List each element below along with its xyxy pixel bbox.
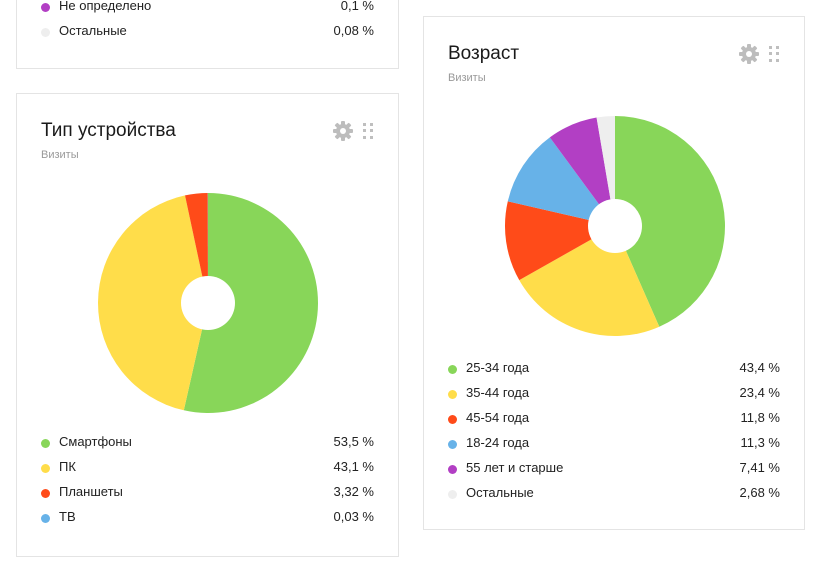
card-tools (739, 44, 779, 64)
legend-dot (448, 490, 457, 499)
legend-label: 55 лет и старше (466, 460, 564, 475)
legend-item: Не определено 0,1 % (41, 0, 374, 23)
legend-dot (41, 3, 50, 12)
age-legend: 25-34 года 43,4 % 35-44 года 23,4 % 45-54 го… (448, 360, 780, 510)
legend-item[interactable]: Планшеты 3,32 % (41, 484, 374, 509)
pie-slice[interactable] (97, 195, 208, 411)
legend-item[interactable]: Остальные 2,68 % (448, 485, 780, 510)
legend-dot (41, 514, 50, 523)
legend-label: 18-24 года (466, 435, 530, 450)
pie-slice[interactable] (507, 137, 615, 226)
gear-icon[interactable] (333, 121, 353, 141)
legend-value: 43,1 % (333, 459, 374, 474)
pie-slice[interactable] (596, 116, 615, 226)
legend-dot (41, 489, 50, 498)
legend-item: Остальные 0,08 % (41, 23, 374, 48)
device-legend: Смартфоны 53,5 % ПК 43,1 % Планшеты 3,32 % ТВ 0… (41, 434, 374, 534)
legend-item[interactable]: 55 лет и старше 7,41 % (448, 460, 780, 485)
legend-dot (41, 439, 50, 448)
legend-item[interactable]: Смартфоны 53,5 % (41, 434, 374, 459)
gear-icon[interactable] (739, 44, 759, 64)
legend-value: 11,3 % (740, 435, 780, 450)
card-subtitle: Визиты (448, 72, 486, 84)
legend-value: 53,5 % (333, 434, 374, 449)
legend-item[interactable]: 25-34 года 43,4 % (448, 360, 780, 385)
pie-slice[interactable] (519, 226, 660, 336)
legend-label: 45-54 года (466, 410, 530, 425)
legend-label: 35-44 года (466, 385, 530, 400)
legend-dot (41, 464, 50, 473)
legend-value: 11,8 % (740, 410, 780, 425)
pie-slice[interactable] (185, 193, 208, 303)
legend-label: 25-34 года (466, 360, 530, 375)
legend-item[interactable]: ПК 43,1 % (41, 459, 374, 484)
legend-value: 43,4 % (739, 360, 780, 375)
pie-center-hole (588, 199, 642, 253)
card-top-partial: Не определено 0,1 % Остальные 0,08 % (16, 0, 399, 69)
pie-slice[interactable] (505, 201, 615, 281)
legend-value: 23,4 % (739, 385, 780, 400)
legend-label: Не определено (59, 0, 152, 13)
pie-slice[interactable] (615, 116, 725, 327)
pie-slice[interactable] (549, 117, 615, 226)
device-pie-chart (97, 193, 318, 413)
legend-label: Остальные (466, 485, 534, 500)
pie-slice[interactable] (183, 193, 318, 413)
legend-value: 2,68 % (739, 485, 780, 500)
card-tools (333, 121, 373, 141)
drag-handle-icon[interactable] (769, 46, 779, 62)
legend-dot (41, 28, 50, 37)
legend-item[interactable]: ТВ 0,03 % (41, 509, 374, 534)
card-title: Тип устройства (41, 120, 176, 141)
legend-dot (448, 365, 457, 374)
legend-value: 0,1 % (340, 0, 374, 13)
legend-label: Остальные (59, 23, 127, 38)
legend-dot (448, 415, 457, 424)
legend-dot (448, 465, 457, 474)
legend-value: 0,03 % (333, 509, 374, 524)
drag-handle-icon[interactable] (363, 123, 373, 139)
legend-dot (448, 390, 457, 399)
card-title: Возраст (448, 43, 520, 64)
pie-center-hole (181, 276, 235, 330)
legend-label: ПК (59, 459, 76, 474)
legend-value: 3,32 % (333, 484, 374, 499)
card-subtitle: Визиты (41, 149, 79, 161)
legend-value: 7,41 % (739, 460, 780, 475)
legend-label: Планшеты (59, 484, 123, 499)
legend-label: ТВ (59, 509, 76, 524)
legend-dot (448, 440, 457, 449)
top-legend: Не определено 0,1 % Остальные 0,08 % (41, 0, 374, 48)
age-pie-chart (505, 116, 725, 336)
legend-item[interactable]: 45-54 года 11,8 % (448, 410, 780, 435)
legend-value: 0,08 % (333, 23, 374, 38)
legend-label: Смартфоны (59, 434, 132, 449)
legend-item[interactable]: 18-24 года 11,3 % (448, 435, 780, 460)
card-age: Возраст Визиты 25-34 года 43,4 % 35-44 год… (423, 16, 805, 530)
legend-item[interactable]: 35-44 года 23,4 % (448, 385, 780, 410)
card-device-type: Тип устройства Визиты Смартфоны 53,5 % ПК 4… (16, 93, 399, 557)
